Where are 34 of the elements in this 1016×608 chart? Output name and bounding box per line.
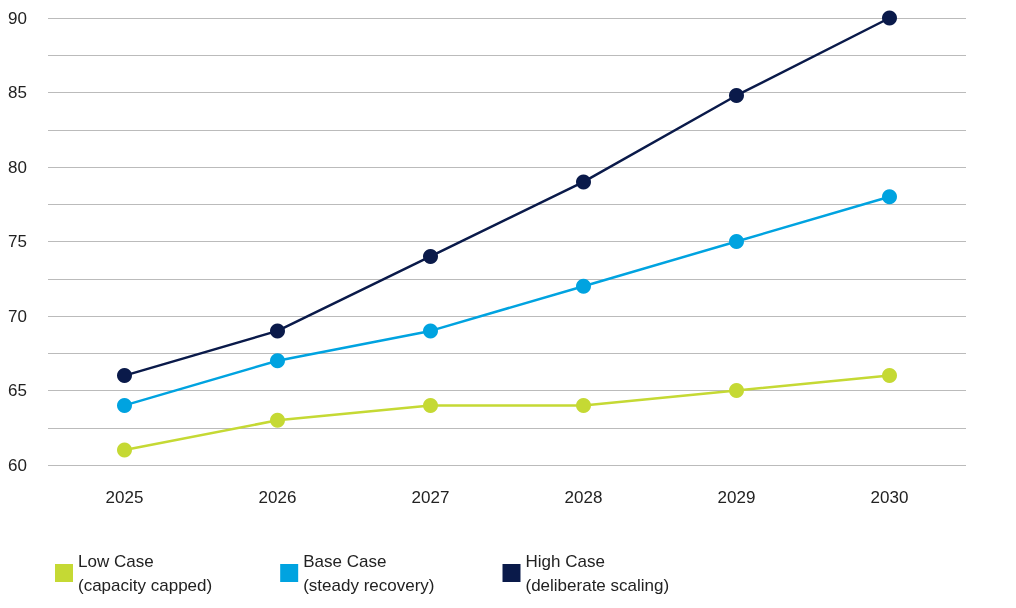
x-tick-label: 2029 <box>717 488 756 507</box>
point <box>270 412 285 428</box>
point <box>423 397 438 413</box>
y-tick-label: 75 <box>8 232 27 251</box>
x-tick-label: 2030 <box>870 488 909 507</box>
point <box>882 10 897 26</box>
y-tick-label: 70 <box>8 306 27 326</box>
legend-label: Low Case (capacity capped) <box>78 551 213 595</box>
point <box>576 278 591 294</box>
x-tick-label: 2025 <box>105 488 144 507</box>
point <box>729 234 744 249</box>
y-tick-label: 80 <box>8 157 27 177</box>
point <box>117 368 132 384</box>
legend-label: High Case (deliberate scaling) <box>525 551 670 595</box>
x-tick-label: 2027 <box>411 488 450 507</box>
y-tick-label: 65 <box>8 381 27 400</box>
point <box>117 442 132 458</box>
y-tick-label: 60 <box>8 455 27 475</box>
point <box>423 248 438 264</box>
point <box>882 189 897 205</box>
point <box>270 323 285 339</box>
point <box>882 368 897 384</box>
point <box>117 397 132 413</box>
point <box>576 397 591 413</box>
point <box>729 383 744 398</box>
y-tick-label: 90 <box>8 8 27 28</box>
legend-label: Base Case (steady recovery) <box>303 551 435 595</box>
point <box>270 353 285 369</box>
x-tick-label: 2028 <box>564 488 603 507</box>
point <box>729 87 744 103</box>
point <box>576 174 591 190</box>
x-tick-label: 2026 <box>258 488 297 507</box>
y-tick-label: 85 <box>8 83 27 102</box>
point <box>423 323 438 339</box>
